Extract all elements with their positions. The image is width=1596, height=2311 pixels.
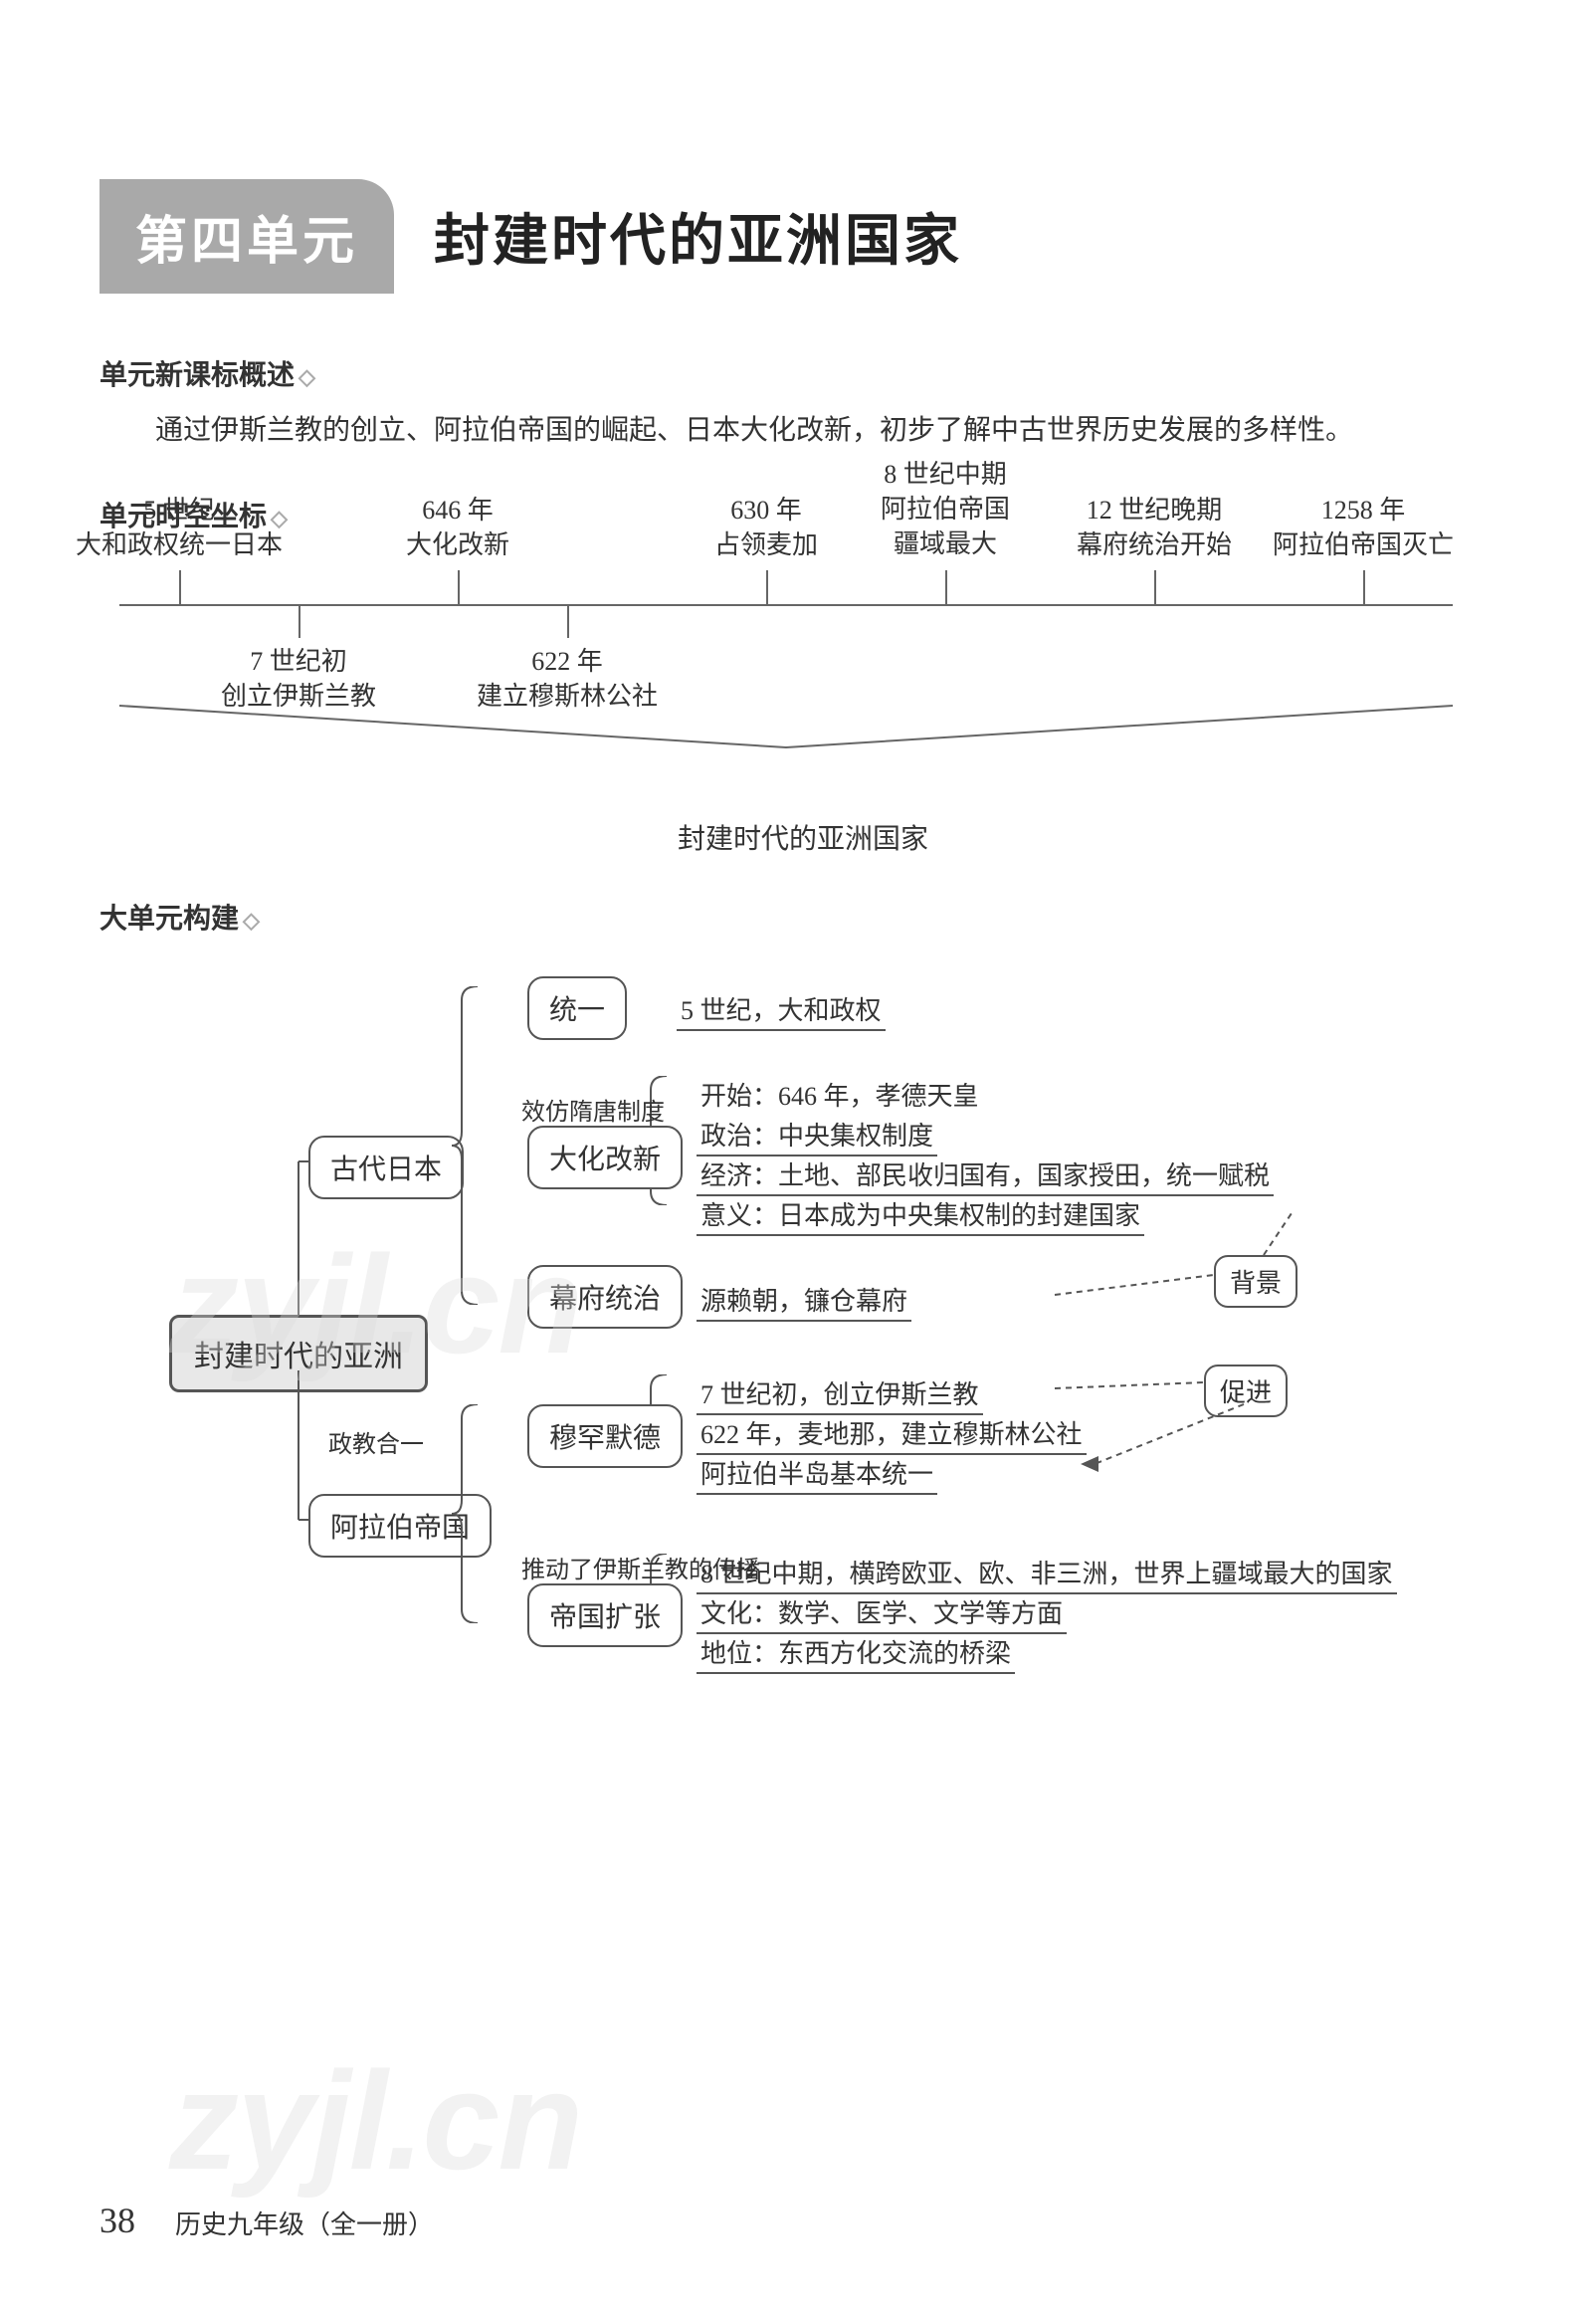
leaf-text: 政治：中央集权制度 <box>697 1116 937 1156</box>
branch-node: 古代日本 <box>308 1136 464 1199</box>
timeline-event: 7 世纪初创立伊斯兰教 <box>189 644 408 714</box>
timeline-tick <box>458 570 460 604</box>
timeline-tick <box>766 570 768 604</box>
sub-node: 大化改新 <box>527 1126 683 1189</box>
timeline-event: 646 年大化改新 <box>348 493 567 562</box>
page-number: 38 <box>100 2200 135 2241</box>
timeline-event: 622 年建立穆斯林公社 <box>458 644 677 714</box>
timeline-tick <box>1363 570 1365 604</box>
timeline-diagram: 5 世纪大和政权统一日本7 世纪初创立伊斯兰教646 年大化改新622 年建立穆… <box>100 548 1473 807</box>
leaf-text: 8 世纪中期，横跨欧亚、欧、非三洲，世界上疆域最大的国家 <box>697 1554 1397 1594</box>
concept-map: 封建时代的亚洲古代日本阿拉伯帝国政教合一统一效仿隋唐制度大化改新幕府统治穆罕默德… <box>100 966 1493 1743</box>
leaf-text: 经济：土地、部民收归国有，国家授田，统一赋税 <box>697 1156 1274 1196</box>
connector-line <box>1260 1206 1297 1259</box>
leaf-text: 阿拉伯半岛基本统一 <box>697 1454 937 1495</box>
connector-line <box>1091 1400 1248 1468</box>
leaf-text: 开始：646 年，孝德天皇 <box>697 1076 983 1115</box>
sub-node: 帝国扩张 <box>527 1583 683 1647</box>
page-footer: 38 历史九年级（全一册） <box>100 2200 434 2241</box>
connector-line <box>1051 1271 1218 1299</box>
unit-header: 第四单元 封建时代的亚洲国家 <box>100 179 1506 294</box>
timeline-tick <box>299 604 300 638</box>
unit-box: 第四单元 <box>100 179 394 294</box>
timeline-event: 1258 年阿拉伯帝国灭亡 <box>1254 493 1473 562</box>
timeline-tick <box>945 570 947 604</box>
leaf-text: 源赖朝，镰仓幕府 <box>697 1281 911 1322</box>
timeline-axis <box>119 604 1453 606</box>
diamond-icon: ◇ <box>299 364 315 389</box>
subnode-caption: 效仿隋唐制度 <box>521 1092 665 1127</box>
timeline-event: 5 世纪大和政权统一日本 <box>70 493 289 562</box>
timeline-tick <box>179 570 181 604</box>
sub-node: 统一 <box>527 976 627 1040</box>
overview-text: 通过伊斯兰教的创立、阿拉伯帝国的崛起、日本大化改新，初步了解中古世界历史发展的多… <box>100 407 1506 455</box>
unit-title: 封建时代的亚洲国家 <box>434 196 962 277</box>
timeline-event: 8 世纪中期阿拉伯帝国疆域最大 <box>836 457 1055 561</box>
concept-label: 大单元构建 <box>100 904 239 935</box>
arrowhead-icon <box>1081 1456 1100 1472</box>
timeline-tick <box>1154 570 1156 604</box>
leaf-text: 文化：数学、医学、文学等方面 <box>697 1593 1067 1634</box>
book-label: 历史九年级（全一册） <box>175 2205 434 2241</box>
timeline-event: 12 世纪晚期幕府统治开始 <box>1045 493 1264 562</box>
callout-node: 背景 <box>1214 1255 1297 1308</box>
relation-label: 政教合一 <box>328 1424 424 1459</box>
timeline-tick <box>567 604 569 638</box>
section-label-concept: 大单元构建◇ <box>100 897 1506 937</box>
page: 第四单元 封建时代的亚洲国家 单元新课标概述◇ 通过伊斯兰教的创立、阿拉伯帝国的… <box>0 0 1596 1743</box>
connector-line <box>295 1366 302 1524</box>
sub-node: 幕府统治 <box>527 1265 683 1329</box>
watermark-text: zyjl.cn <box>169 2040 581 2202</box>
section-label-overview: 单元新课标概述◇ <box>100 353 1506 393</box>
leaf-text: 地位：东西方化交流的桥梁 <box>697 1633 1015 1674</box>
overview-label: 单元新课标概述 <box>100 360 295 391</box>
timeline-brace <box>100 704 1473 893</box>
leaf-text: 7 世纪初，创立伊斯兰教 <box>697 1374 983 1415</box>
leaf-text: 622 年，麦地那，建立穆斯林公社 <box>697 1414 1087 1455</box>
connector-line <box>1051 1378 1208 1392</box>
leaf-text: 5 世纪，大和政权 <box>677 990 886 1031</box>
connector-line <box>295 1157 302 1319</box>
diamond-icon: ◇ <box>243 908 260 933</box>
sub-node: 穆罕默德 <box>527 1404 683 1468</box>
leaf-text: 意义：日本成为中央集权制的封建国家 <box>697 1195 1144 1236</box>
brace-icon <box>452 1404 482 1623</box>
brace-icon <box>452 986 482 1305</box>
